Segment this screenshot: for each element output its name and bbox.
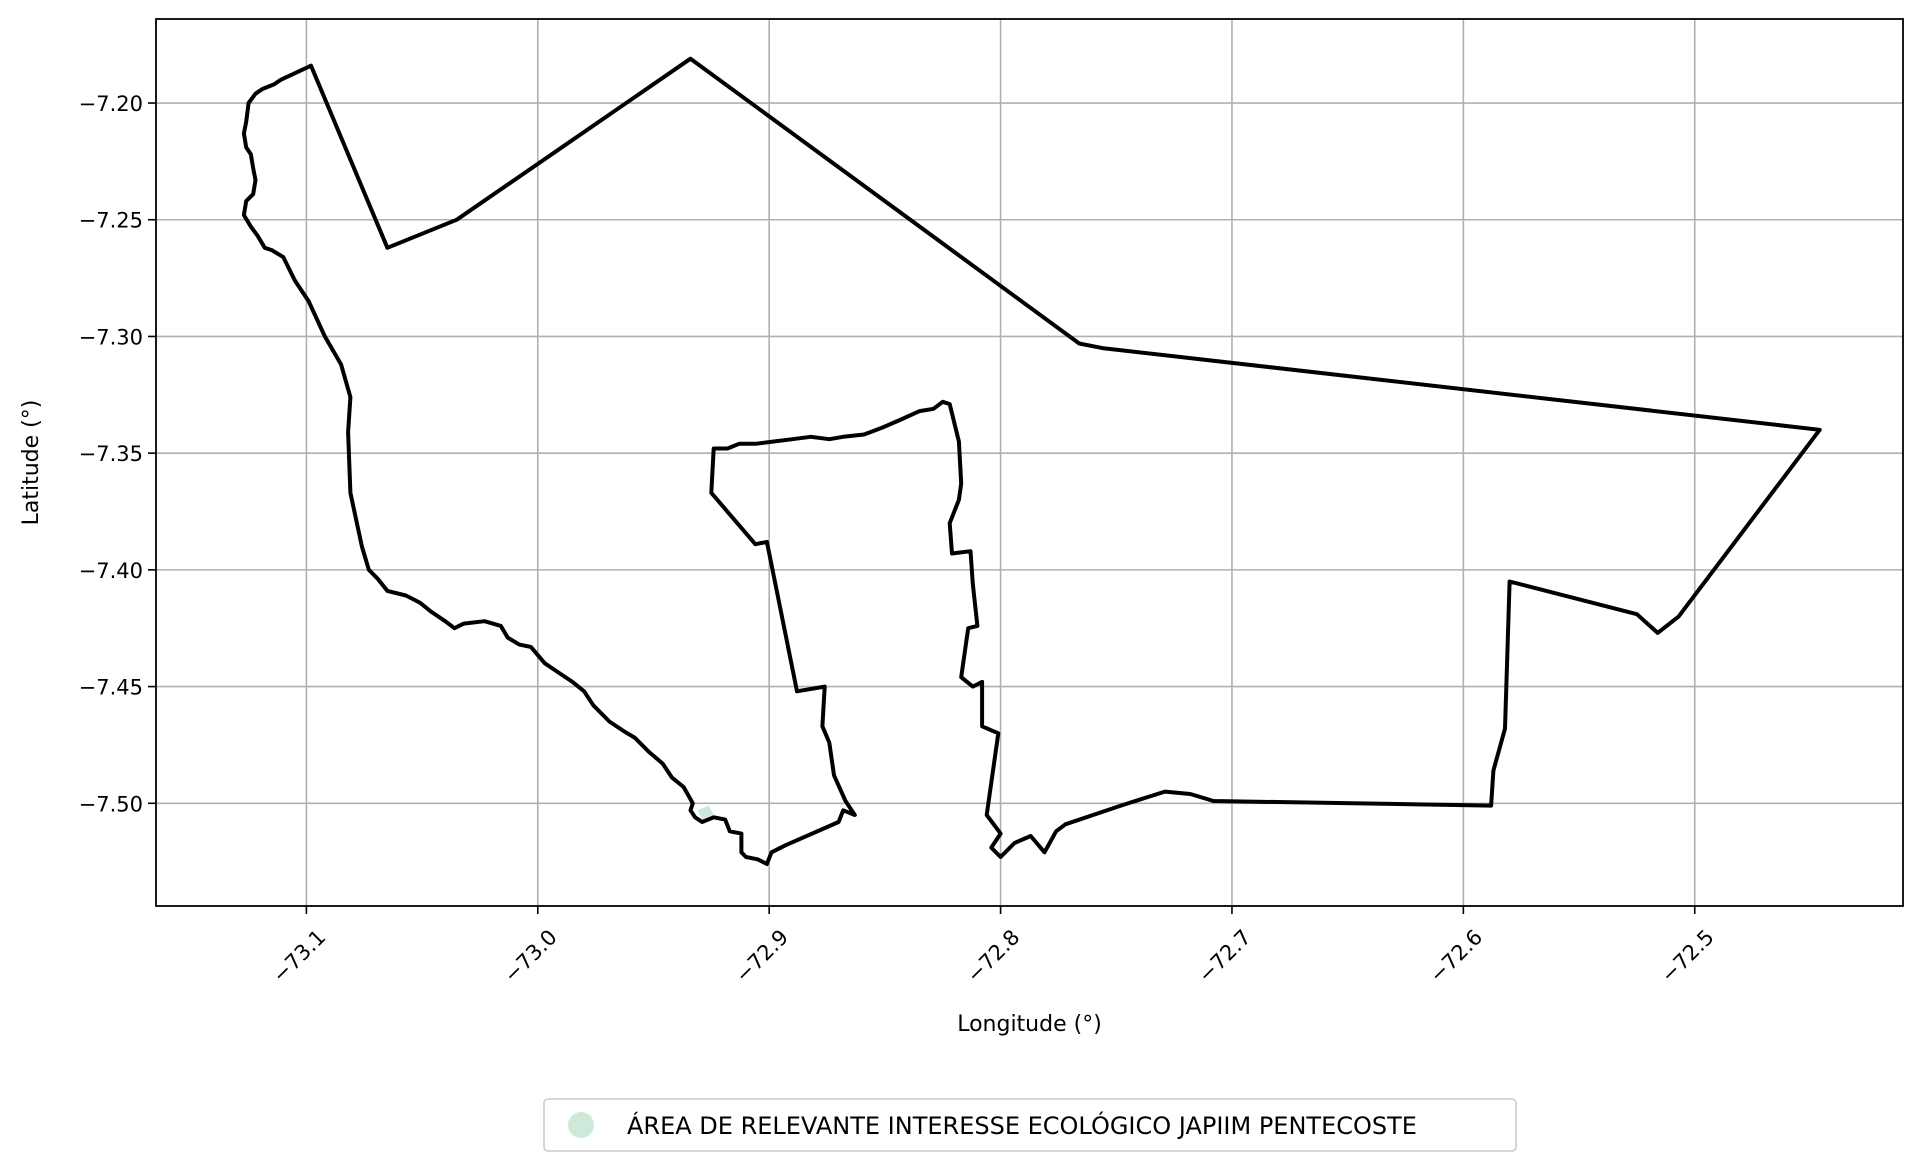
- ecological-area-fill: [697, 805, 714, 820]
- y-tick-label: −7.40: [79, 559, 143, 583]
- y-tick-label: −7.25: [79, 209, 143, 233]
- y-tick-label: −7.45: [79, 676, 143, 700]
- legend-marker: [568, 1112, 594, 1138]
- plot-frame: [155, 18, 1904, 907]
- y-tick-label: −7.30: [79, 325, 143, 349]
- grid: [156, 19, 1903, 906]
- y-tick-label: −7.50: [79, 792, 143, 816]
- y-tick-label: −7.20: [79, 92, 143, 116]
- area-boundary-line: [241, 56, 1822, 866]
- y-axis-label: Latitude (°): [19, 400, 44, 526]
- legend-box: [543, 1098, 1517, 1152]
- y-tick-label: −7.35: [79, 442, 143, 466]
- legend: ÁREA DE RELEVANTE INTERESSE ECOLÓGICO JA…: [543, 1098, 1517, 1152]
- legend-label: ÁREA DE RELEVANTE INTERESSE ECOLÓGICO JA…: [627, 1110, 1417, 1140]
- x-axis-label: Longitude (°): [957, 1012, 1102, 1037]
